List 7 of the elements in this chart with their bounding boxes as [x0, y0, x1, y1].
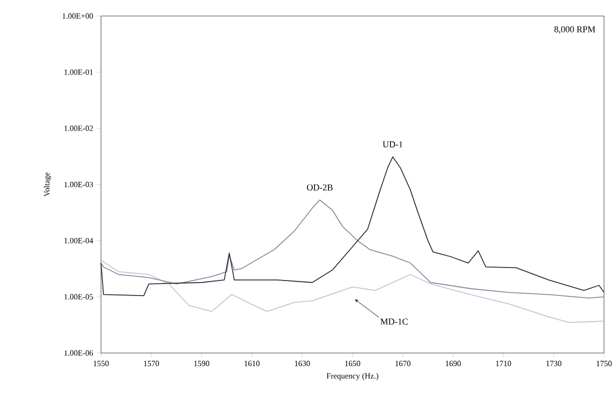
line-series [100, 156, 604, 296]
annotation: UD-1 [382, 141, 402, 148]
annotation: MD-1C [380, 318, 408, 325]
line-series [100, 200, 604, 299]
annotation: OD-2B [306, 184, 333, 190]
annotation: 8,000 RPM [554, 26, 596, 34]
line-series [100, 260, 604, 323]
